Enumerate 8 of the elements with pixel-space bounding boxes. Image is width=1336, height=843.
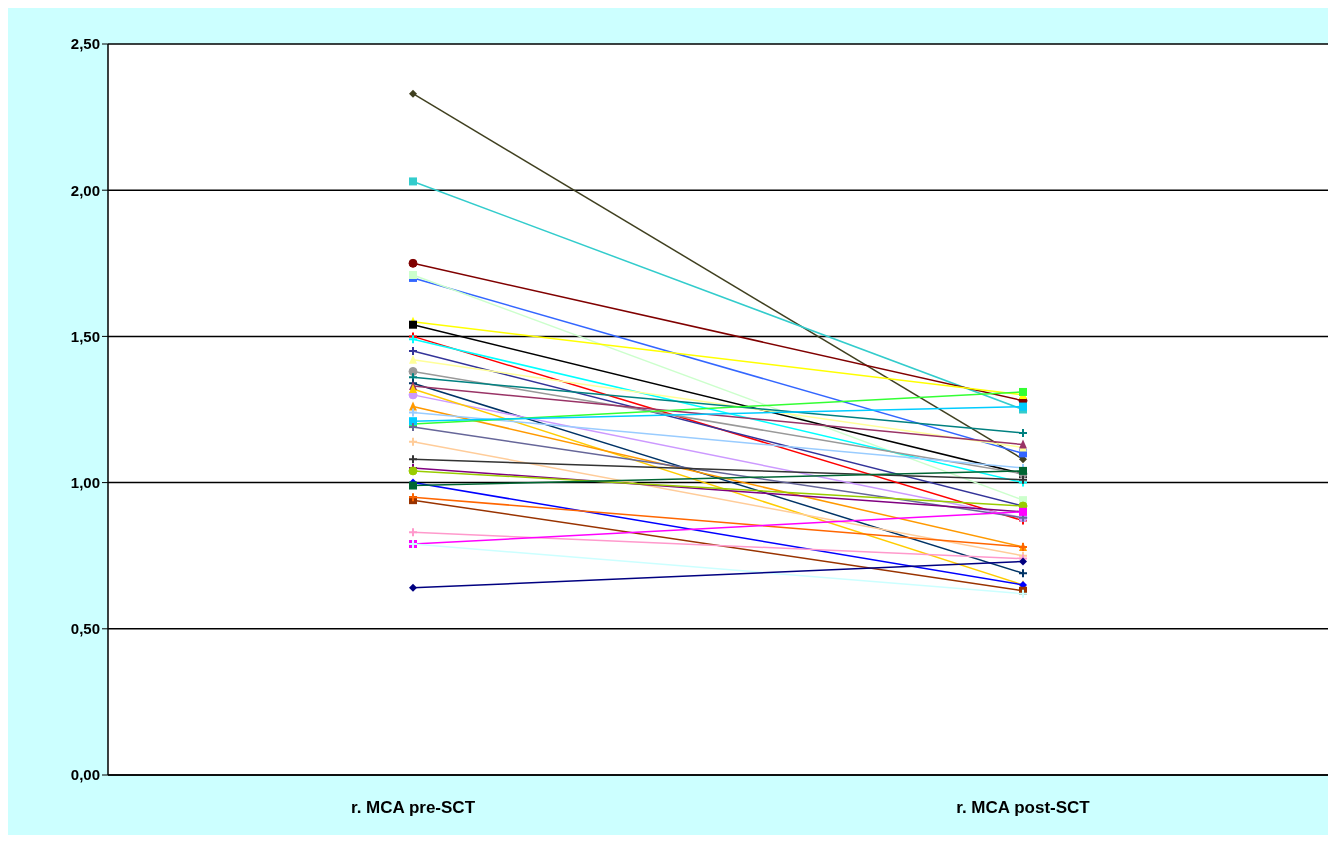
x-tick-label: r. MCA post-SCT <box>956 798 1091 818</box>
y-tick-label: 1,50 <box>70 327 100 345</box>
y-tick-label: 0,50 <box>70 620 100 638</box>
y-tick-label: 1,00 <box>70 473 100 491</box>
y-tick-label: 0,00 <box>70 766 100 784</box>
y-tick-label: 2,50 <box>70 35 100 53</box>
y-tick-label: 2,00 <box>70 181 100 199</box>
x-tick-label: r. MCA pre-SCT <box>350 798 476 818</box>
